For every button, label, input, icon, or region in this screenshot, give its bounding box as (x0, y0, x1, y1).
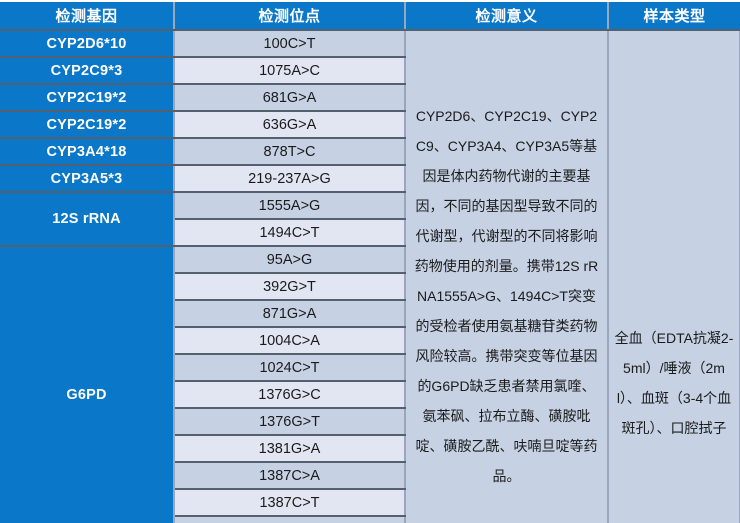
table-row: CYP2C19*2 636G>A (0, 111, 740, 139)
table-row: 1381G>A (0, 435, 740, 463)
table-row: 1387C>T (0, 489, 740, 517)
site-cell: 392G>T (174, 273, 406, 301)
gene-cell: 12S rRNA (0, 192, 175, 247)
site-cell: 878T>C (174, 138, 406, 166)
site-cell: 1075A>C (174, 57, 406, 85)
top-margin-strip (0, 0, 740, 2)
gene-cell: CYP2C19*2 (0, 84, 175, 112)
site-cell: 100C>T (174, 30, 406, 58)
site-cell: 1376G>C (174, 381, 406, 409)
table-row: 12S rRNA 1555A>G (0, 192, 740, 247)
site-cell: 1387C>A (174, 462, 406, 490)
site-cell: 636G>A (174, 111, 406, 139)
header-site: 检测位点 (174, 2, 406, 31)
meaning-cell: CYP2D6、CYP2C19、CYP2C9、CYP3A4、CYP3A5等基因是体… (405, 30, 609, 523)
gene-cell: G6PD (0, 246, 175, 523)
header-row: 检测基因 检测位点 检测意义 样本类型 (0, 2, 740, 31)
site-cell: 681G>A (174, 84, 406, 112)
site-cell: 1555A>G (174, 192, 406, 220)
header-sample: 样本类型 (608, 2, 740, 31)
site-cell: 871G>A (174, 300, 406, 328)
table-row: 871G>A (0, 300, 740, 328)
table-row: G6PD 95A>G (0, 246, 740, 523)
table-row: CYP2C19*2 681G>A (0, 84, 740, 112)
site-cell: 95A>G (174, 246, 406, 274)
gene-cell: CYP2C9*3 (0, 57, 175, 85)
table-row: 1387C>A (0, 462, 740, 490)
header-gene: 检测基因 (0, 2, 175, 31)
table-header: 检测基因 检测位点 检测意义 样本类型 (0, 2, 740, 31)
table-row: 1004C>A (0, 327, 740, 355)
site-cell: 1004C>A (174, 327, 406, 355)
table-row: CYP3A4*18 878T>C (0, 138, 740, 166)
table-row: CYP2C9*3 1075A>C (0, 57, 740, 85)
table-row: CYP3A5*3 219-237A>G (0, 165, 740, 193)
sample-cell: 全血（EDTA抗凝2-5ml）/唾液（2ml）、血斑（3-4个血斑孔）、口腔拭子 (608, 30, 740, 523)
site-cell: 1381G>A (174, 435, 406, 463)
table-body: CYP2D6*10 100C>T CYP2D6、CYP2C19、CYP2C9、CYP… (0, 30, 740, 523)
site-cell: 1024C>T (174, 354, 406, 382)
table-row: 1024C>T (0, 354, 740, 382)
site-cell: 1376G>T (174, 408, 406, 436)
meaning-text: CYP2D6、CYP2C19、CYP2C9、CYP3A4、CYP3A5等基因是体… (414, 107, 599, 484)
table-row: 392G>T (0, 273, 740, 301)
site-cell: 1388G>A (174, 516, 406, 523)
table-row: 1494C>T (0, 219, 740, 247)
gene-cell: CYP2D6*10 (0, 30, 175, 58)
site-cell: 1387C>T (174, 489, 406, 517)
site-cell: 219-237A>G (174, 165, 406, 193)
table-row: 1388G>A (0, 516, 740, 523)
site-cell: 1494C>T (174, 219, 406, 247)
table-row: 1376G>T (0, 408, 740, 436)
gene-cell: CYP3A4*18 (0, 138, 175, 166)
gene-cell: CYP3A5*3 (0, 165, 175, 193)
header-meaning: 检测意义 (405, 2, 609, 31)
gene-cell: CYP2C19*2 (0, 111, 175, 139)
table-row: CYP2D6*10 100C>T CYP2D6、CYP2C19、CYP2C9、CYP… (0, 30, 740, 523)
table-row: 1376G>C (0, 381, 740, 409)
sample-text: 全血（EDTA抗凝2-5ml）/唾液（2ml）、血斑（3-4个血斑孔）、口腔拭子 (614, 329, 734, 436)
